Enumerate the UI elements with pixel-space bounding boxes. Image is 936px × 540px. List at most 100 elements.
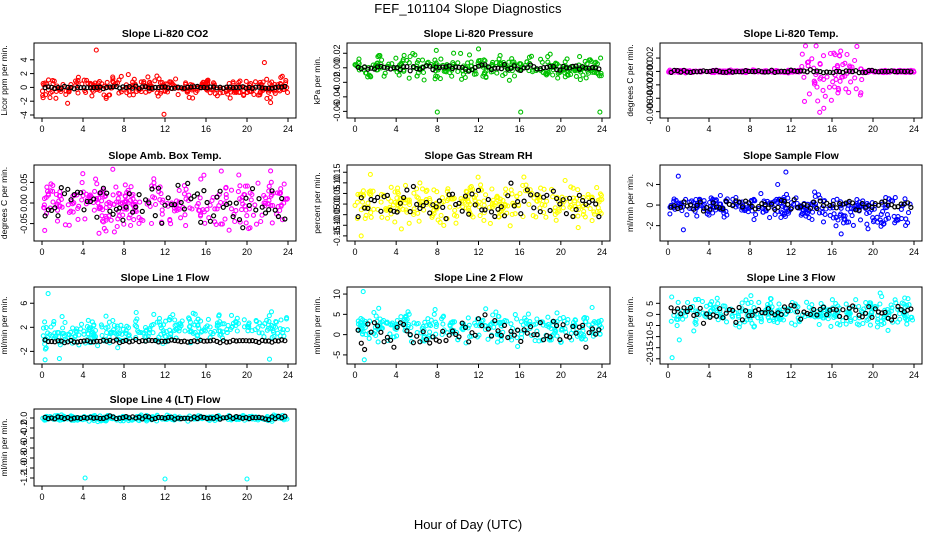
data-point bbox=[840, 62, 846, 68]
data-point bbox=[260, 323, 266, 329]
reference-point bbox=[788, 302, 794, 308]
reference-point bbox=[45, 84, 51, 90]
data-point bbox=[779, 210, 785, 216]
reference-point bbox=[155, 414, 162, 420]
data-point bbox=[487, 220, 493, 226]
data-point bbox=[246, 226, 252, 232]
data-point bbox=[182, 212, 188, 218]
outlier-point bbox=[358, 233, 364, 239]
data-point bbox=[854, 43, 860, 49]
reference-point bbox=[749, 203, 755, 209]
reference-point bbox=[165, 195, 171, 201]
data-point bbox=[827, 205, 833, 211]
reference-point bbox=[214, 85, 220, 91]
data-point bbox=[363, 320, 369, 327]
reference-point bbox=[820, 203, 827, 209]
data-point bbox=[207, 202, 213, 208]
data-point bbox=[554, 310, 560, 316]
data-point bbox=[905, 210, 912, 216]
reference-point bbox=[694, 202, 700, 208]
data-point bbox=[538, 56, 544, 62]
x-tick-label: 12 bbox=[160, 370, 170, 380]
data-point bbox=[204, 87, 210, 93]
data-point bbox=[899, 216, 905, 222]
data-point bbox=[79, 180, 85, 186]
data-point bbox=[218, 168, 224, 174]
x-tick-label: 12 bbox=[473, 370, 483, 380]
reference-point bbox=[762, 310, 768, 316]
data-point bbox=[278, 202, 284, 208]
data-point bbox=[854, 197, 860, 203]
data-point bbox=[202, 220, 208, 226]
data-point bbox=[779, 203, 786, 209]
data-point bbox=[438, 212, 444, 218]
outlier-point bbox=[680, 227, 686, 233]
reference-point bbox=[214, 194, 220, 200]
data-point bbox=[756, 299, 762, 305]
reference-point bbox=[498, 66, 504, 72]
data-point bbox=[42, 227, 48, 233]
data-point bbox=[570, 185, 576, 191]
reference-point bbox=[453, 64, 459, 70]
data-point bbox=[420, 69, 427, 76]
reference-point bbox=[459, 320, 465, 326]
data-point bbox=[885, 215, 892, 221]
y-tick-label: 0.05 bbox=[19, 174, 29, 192]
reference-point bbox=[178, 85, 184, 91]
data-point bbox=[714, 295, 720, 301]
reference-point bbox=[579, 322, 586, 328]
data-point bbox=[575, 201, 581, 207]
data-point bbox=[820, 87, 826, 93]
data-point bbox=[892, 297, 898, 303]
reference-point bbox=[358, 195, 364, 201]
data-point bbox=[867, 322, 873, 328]
reference-point bbox=[71, 192, 77, 198]
y-tick-label: -1.0 bbox=[19, 460, 29, 476]
reference-point bbox=[401, 64, 407, 70]
data-point bbox=[388, 321, 394, 327]
data-point bbox=[40, 95, 46, 101]
reference-point bbox=[78, 84, 84, 91]
data-point bbox=[246, 323, 252, 330]
outlier-point bbox=[268, 100, 274, 106]
reference-point bbox=[801, 68, 807, 74]
data-point bbox=[843, 86, 849, 92]
data-point bbox=[207, 324, 213, 330]
data-point bbox=[592, 60, 598, 66]
reference-point bbox=[596, 214, 602, 220]
reference-point bbox=[139, 338, 145, 344]
data-point bbox=[496, 56, 502, 62]
y-tick-label: 0.05 bbox=[332, 185, 342, 203]
data-point bbox=[844, 51, 850, 58]
reference-point bbox=[560, 322, 566, 328]
reference-point bbox=[814, 68, 820, 74]
data-point bbox=[805, 63, 811, 69]
data-point bbox=[269, 79, 275, 85]
reference-point bbox=[456, 334, 462, 340]
data-point bbox=[138, 89, 144, 95]
reference-point bbox=[84, 85, 90, 91]
panel-title: Slope Line 3 Flow bbox=[747, 272, 837, 284]
reference-point bbox=[104, 84, 110, 91]
y-tick-label: -5 bbox=[645, 321, 655, 329]
x-tick-label: 16 bbox=[827, 370, 837, 380]
data-point bbox=[504, 318, 510, 324]
data-point bbox=[542, 202, 548, 208]
reference-point bbox=[596, 66, 602, 72]
reference-point bbox=[48, 415, 55, 421]
outlier-point bbox=[433, 47, 439, 53]
data-point bbox=[280, 330, 286, 336]
data-point bbox=[541, 186, 547, 192]
data-point bbox=[562, 177, 568, 184]
reference-point bbox=[492, 318, 498, 324]
data-point bbox=[75, 74, 81, 80]
data-point bbox=[706, 212, 712, 218]
reference-point bbox=[824, 69, 830, 75]
reference-point bbox=[391, 208, 397, 214]
reference-point bbox=[224, 84, 230, 90]
data-point bbox=[439, 331, 445, 338]
data-point bbox=[591, 319, 597, 325]
data-point bbox=[266, 197, 272, 204]
data-point bbox=[440, 321, 446, 327]
